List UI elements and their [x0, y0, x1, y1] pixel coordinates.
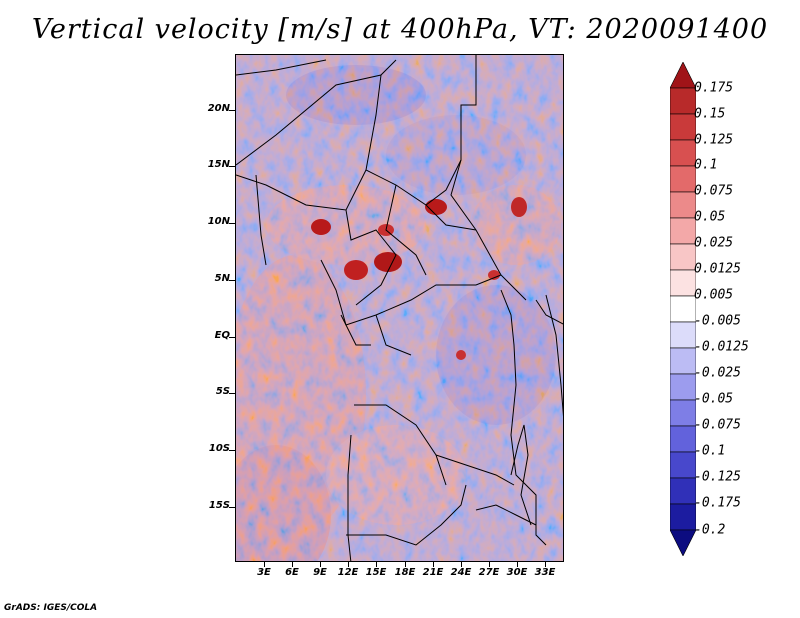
- colorbar-label: -0.1: [694, 443, 726, 459]
- colorbar-segment: [670, 347, 696, 375]
- colorbar-segment: [670, 425, 696, 453]
- colorbar-label: 0.05: [694, 209, 726, 225]
- colorbar-segment: [670, 295, 696, 323]
- colorbar: [670, 62, 696, 556]
- lon-tick: [376, 562, 377, 567]
- lat-tick: [229, 166, 235, 167]
- lon-label: 9E: [313, 567, 327, 578]
- colorbar-label: 0.125: [694, 132, 734, 148]
- lon-label: 27E: [478, 567, 500, 578]
- colorbar-label: -0.05: [694, 391, 734, 407]
- lat-label: 20N: [207, 103, 230, 114]
- colorbar-label: -0.005: [694, 313, 741, 329]
- colorbar-label: 0.075: [694, 183, 734, 199]
- lon-tick: [405, 562, 406, 567]
- lat-label: 5S: [215, 386, 230, 397]
- colorbar-segment: [670, 113, 696, 141]
- lon-label: 24E: [450, 567, 472, 578]
- lat-label: 10S: [208, 443, 230, 454]
- colorbar-segment: [670, 217, 696, 245]
- colorbar-label: 0.005: [694, 287, 734, 303]
- map-panel: [235, 54, 564, 562]
- lon-tick: [489, 562, 490, 567]
- lon-tick: [320, 562, 321, 567]
- colorbar-segment: [670, 477, 696, 505]
- colorbar-segment: [670, 373, 696, 401]
- credit-footer: GrADS: IGES/COLA: [4, 603, 98, 613]
- lon-label: 6E: [285, 567, 299, 578]
- lat-tick: [229, 223, 235, 224]
- chart-title: Vertical velocity [m/s] at 400hPa, VT: 2…: [31, 14, 769, 45]
- lon-tick: [433, 562, 434, 567]
- lon-label: 15E: [365, 567, 387, 578]
- colorbar-label: -0.125: [694, 469, 741, 485]
- colorbar-segment: [670, 139, 696, 167]
- colorbar-label: -0.075: [694, 417, 741, 433]
- lon-tick: [348, 562, 349, 567]
- colorbar-segment: [670, 165, 696, 193]
- lat-label: EQ: [214, 330, 230, 341]
- colorbar-segment: [670, 269, 696, 297]
- lat-tick: [229, 337, 235, 338]
- colorbar-label: 0.0125: [694, 261, 741, 277]
- lon-label: 21E: [422, 567, 444, 578]
- field-texture: [236, 55, 563, 561]
- colorbar-label: 0.175: [694, 80, 734, 96]
- lat-tick: [229, 280, 235, 281]
- lon-label: 18E: [394, 567, 416, 578]
- lat-tick: [229, 450, 235, 451]
- colorbar-segment: [670, 451, 696, 479]
- lon-label: 3E: [257, 567, 271, 578]
- lat-label: 15N: [207, 159, 230, 170]
- colorbar-segment: [670, 243, 696, 271]
- lat-tick: [229, 110, 235, 111]
- lat-tick: [229, 507, 235, 508]
- lat-label: 10N: [207, 216, 230, 227]
- lon-label: 12E: [337, 567, 359, 578]
- country-borders: [236, 55, 563, 561]
- lon-label: 30E: [506, 567, 528, 578]
- lon-tick: [461, 562, 462, 567]
- colorbar-label: -0.2: [694, 522, 726, 538]
- colorbar-segment: [670, 399, 696, 427]
- colorbar-label: -0.175: [694, 495, 741, 511]
- colorbar-label: 0.025: [694, 235, 734, 251]
- lat-label: 15S: [208, 500, 230, 511]
- colorbar-label: 0.15: [694, 106, 726, 122]
- colorbar-label: -0.0125: [694, 339, 749, 355]
- colorbar-segment: [670, 87, 696, 115]
- lon-tick: [517, 562, 518, 567]
- lon-tick: [292, 562, 293, 567]
- lat-label: 5N: [214, 273, 230, 284]
- colorbar-segment: [670, 529, 696, 556]
- lon-label: 33E: [534, 567, 556, 578]
- colorbar-label: -0.025: [694, 365, 741, 381]
- colorbar-segment: [670, 62, 696, 89]
- colorbar-label: 0.1: [694, 157, 718, 173]
- lon-tick: [545, 562, 546, 567]
- lat-tick: [229, 393, 235, 394]
- colorbar-segment: [670, 191, 696, 219]
- colorbar-segment: [670, 503, 696, 531]
- colorbar-segment: [670, 321, 696, 349]
- velocity-field: [236, 55, 563, 561]
- lon-tick: [264, 562, 265, 567]
